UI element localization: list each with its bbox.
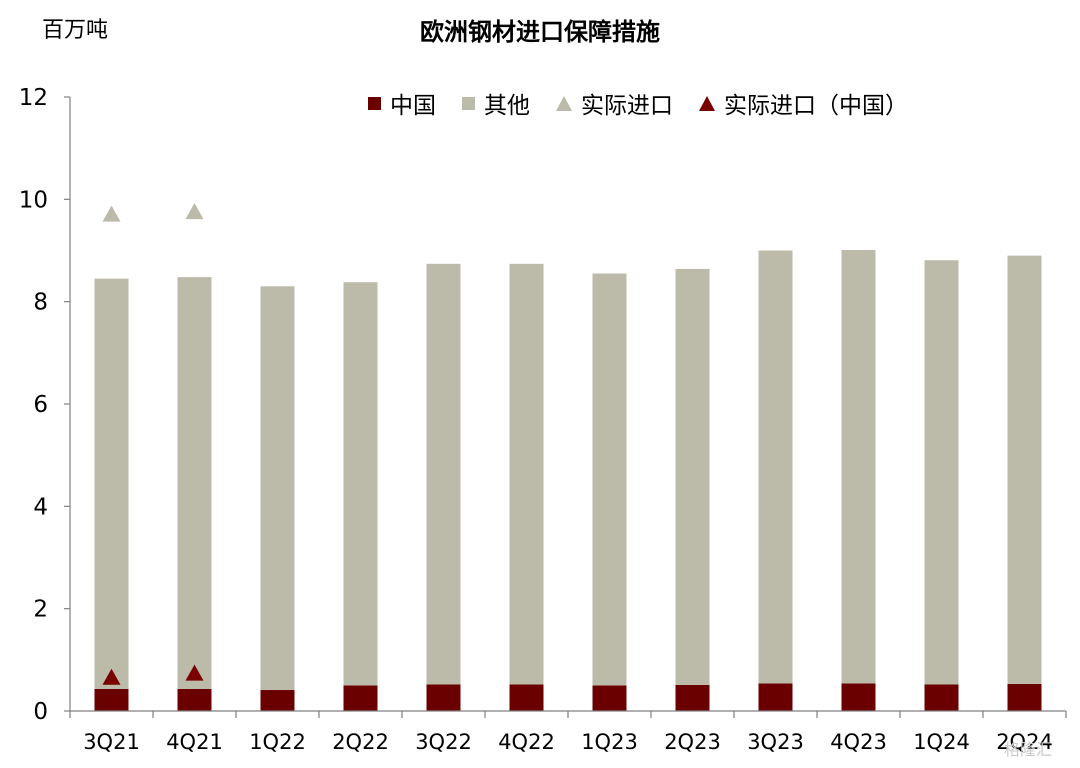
bar-china-4Q21 xyxy=(177,688,212,711)
chart-title: 欧洲钢材进口保障措施 xyxy=(420,18,660,46)
markers-layer xyxy=(102,203,204,685)
marker-actual-imports-3Q21 xyxy=(102,205,121,222)
bar-other-2Q23 xyxy=(675,268,710,685)
bar-china-1Q22 xyxy=(260,690,295,711)
legend-label-actual-imports-china: 实际进口（中国） xyxy=(724,93,908,119)
y-axis-unit-label: 百万吨 xyxy=(42,18,109,43)
y-tick-label-6: 6 xyxy=(33,392,48,418)
bar-china-4Q23 xyxy=(841,683,876,711)
bar-china-1Q23 xyxy=(592,685,627,711)
x-tick-label-3Q23: 3Q23 xyxy=(747,730,804,754)
x-tick-label-2Q22: 2Q22 xyxy=(332,730,389,754)
bar-other-2Q22 xyxy=(343,282,378,686)
bar-other-1Q24 xyxy=(924,260,959,685)
x-tick-label-2Q23: 2Q23 xyxy=(664,730,721,754)
legend-item-china: 中国 xyxy=(368,86,436,120)
y-tick-label-12: 12 xyxy=(19,85,48,111)
bar-other-3Q21 xyxy=(94,278,129,689)
bar-china-3Q21 xyxy=(94,688,129,711)
y-tick-label-0: 0 xyxy=(33,699,48,725)
bar-china-3Q23 xyxy=(758,683,793,711)
bar-other-1Q22 xyxy=(260,286,295,691)
legend-marker-actual-imports xyxy=(556,95,572,111)
marker-actual-imports-china-3Q21 xyxy=(102,668,121,685)
watermark: 格隆汇 xyxy=(1003,740,1052,759)
legend-item-actual-imports-china: 实际进口（中国） xyxy=(699,86,908,120)
y-tick-label-10: 10 xyxy=(19,187,48,213)
legend-label-other: 其他 xyxy=(484,93,530,119)
bar-other-3Q22 xyxy=(426,263,461,685)
axes-layer: 0 2 4 6 8 10 12 3Q21 4Q21 1Q22 2Q22 3Q22 4Q22 1Q23 2Q2… xyxy=(19,85,1067,754)
bar-other-4Q21 xyxy=(177,277,212,689)
bar-china-2Q22 xyxy=(343,685,378,711)
y-tick-label-2: 2 xyxy=(33,597,48,623)
bar-china-2Q23 xyxy=(675,684,710,711)
legend: 中国 其他 实际进口 实际进口（中国） xyxy=(368,86,908,120)
x-tick-label-3Q21: 3Q21 xyxy=(83,730,140,754)
bar-china-1Q24 xyxy=(924,684,959,711)
x-tick-label-4Q21: 4Q21 xyxy=(166,730,223,754)
x-tick-label-3Q22: 3Q22 xyxy=(415,730,472,754)
bar-china-3Q22 xyxy=(426,684,461,711)
bar-other-1Q23 xyxy=(592,273,627,686)
bar-other-2Q24 xyxy=(1007,255,1042,684)
marker-actual-imports-china-4Q21 xyxy=(185,664,204,681)
y-tick-label-8: 8 xyxy=(33,290,48,316)
marker-actual-imports-4Q21 xyxy=(185,203,204,220)
bar-china-2Q24 xyxy=(1007,683,1042,711)
bars-layer xyxy=(94,249,1042,711)
legend-item-actual-imports: 实际进口 xyxy=(556,86,673,120)
legend-swatch-china xyxy=(368,96,381,110)
bar-china-4Q22 xyxy=(509,684,544,711)
legend-item-other: 其他 xyxy=(462,86,530,120)
x-tick-label-2Q24: 2Q24 xyxy=(996,730,1053,754)
x-tick-label-4Q22: 4Q22 xyxy=(498,730,555,754)
x-tick-label-1Q24: 1Q24 xyxy=(913,730,970,754)
legend-marker-actual-imports-china xyxy=(699,95,715,111)
bar-other-3Q23 xyxy=(758,250,793,684)
legend-label-china: 中国 xyxy=(390,93,436,119)
legend-label-actual-imports: 实际进口 xyxy=(581,93,673,119)
legend-swatch-other xyxy=(462,96,475,110)
bar-other-4Q23 xyxy=(841,249,876,684)
x-tick-label-4Q23: 4Q23 xyxy=(830,730,887,754)
x-tick-label-1Q23: 1Q23 xyxy=(581,730,638,754)
y-tick-label-4: 4 xyxy=(33,494,48,520)
x-tick-label-1Q22: 1Q22 xyxy=(249,730,306,754)
bar-other-4Q22 xyxy=(509,263,544,685)
